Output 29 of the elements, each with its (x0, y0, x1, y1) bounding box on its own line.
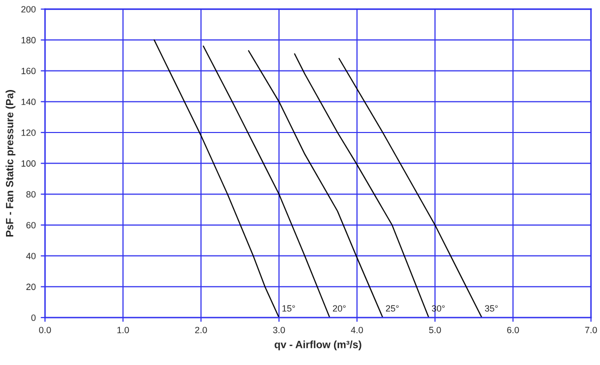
x-tick-label: 6.0 (507, 326, 519, 334)
y-tick-label: 160 (22, 68, 36, 74)
x-tick-label: 1.0 (117, 326, 129, 334)
y-tick-label: 120 (22, 129, 36, 136)
y-tick-label: 40 (26, 252, 36, 260)
series-label: 35° (484, 305, 498, 312)
line-series (294, 53, 430, 318)
line-series (202, 46, 330, 318)
y-tick-label: 200 (21, 6, 36, 12)
line-series (248, 50, 384, 318)
x-tick-label: 5.0 (429, 326, 441, 334)
x-tick-label: 0.0 (39, 326, 51, 334)
line-series (154, 39, 280, 318)
y-tick-label: 100 (22, 160, 36, 167)
y-tick-label: 60 (26, 222, 36, 228)
series-label: 15° (282, 305, 295, 312)
x-tick-label: 7.0 (585, 326, 597, 334)
y-tick-label: 80 (26, 191, 36, 198)
series-label: 20° (332, 305, 346, 312)
x-tick-label: 3.0 (273, 326, 285, 334)
y-tick-label: 20 (26, 284, 36, 290)
y-axis-title: PsF - Fan Static pressure (Pa) (6, 90, 16, 236)
series-label: 25° (386, 305, 399, 312)
x-tick-label: 4.0 (350, 326, 363, 334)
x-axis-title: qv - Airflow (m³/s) (274, 340, 362, 350)
y-tick-label: 0 (31, 314, 36, 321)
y-tick-label: 180 (22, 36, 36, 44)
x-tick-label: 2.0 (195, 326, 207, 334)
y-tick-label: 140 (22, 98, 36, 106)
